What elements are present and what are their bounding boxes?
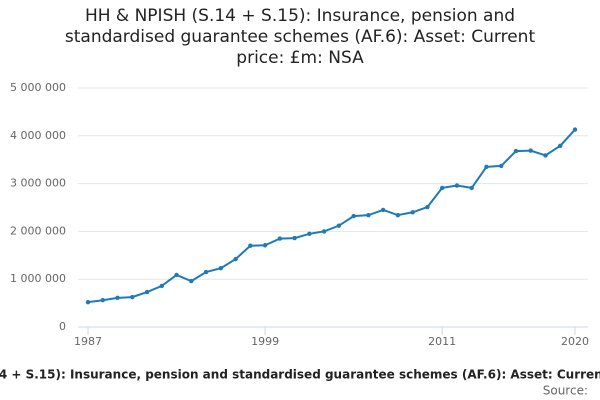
point (115, 295, 120, 301)
point (292, 235, 297, 241)
point (484, 164, 489, 170)
point (233, 256, 238, 262)
point (425, 204, 430, 210)
x-tick-label: 1999 (251, 335, 279, 348)
line (87, 128, 576, 304)
y-tick-label: 2 000 000 (10, 224, 66, 237)
point (218, 266, 224, 271)
point (454, 183, 460, 188)
y-tick-label: 1 000 000 (10, 272, 66, 285)
point (380, 207, 386, 213)
x-tick-label: 2011 (428, 335, 456, 348)
chart-title: HH & NPISH (S.14 + S.15): Insurance, pen… (64, 6, 536, 68)
point (130, 294, 135, 300)
point (469, 185, 474, 191)
point (203, 269, 209, 275)
point (277, 236, 283, 241)
point (513, 148, 519, 154)
point (336, 223, 342, 228)
point (321, 229, 327, 234)
y-tick-label: 3 000 000 (10, 177, 66, 190)
y-tick-label: 0 (59, 320, 66, 333)
y-tick-label: 4 000 000 (10, 129, 66, 142)
x-tick-label: 1987 (74, 335, 102, 348)
point (189, 278, 194, 284)
x-tick-label: 2020 (561, 335, 589, 348)
point (85, 299, 91, 305)
point (543, 153, 548, 158)
point (262, 243, 268, 248)
y-tick-label: 5 000 000 (10, 81, 66, 94)
point (351, 213, 356, 219)
point (100, 298, 105, 303)
point (395, 212, 401, 218)
point (558, 143, 563, 149)
point (307, 231, 312, 236)
point (572, 127, 578, 132)
point (410, 210, 415, 215)
point (174, 272, 179, 278)
footer-title: HH & NPISH (S.14 + S.15): Insurance, pen… (0, 368, 600, 382)
point (144, 289, 150, 295)
point (439, 185, 445, 191)
point (528, 148, 533, 153)
point (248, 243, 253, 248)
point (499, 163, 504, 169)
point (159, 283, 164, 289)
source-label: Source: (543, 384, 588, 398)
point (366, 212, 371, 218)
